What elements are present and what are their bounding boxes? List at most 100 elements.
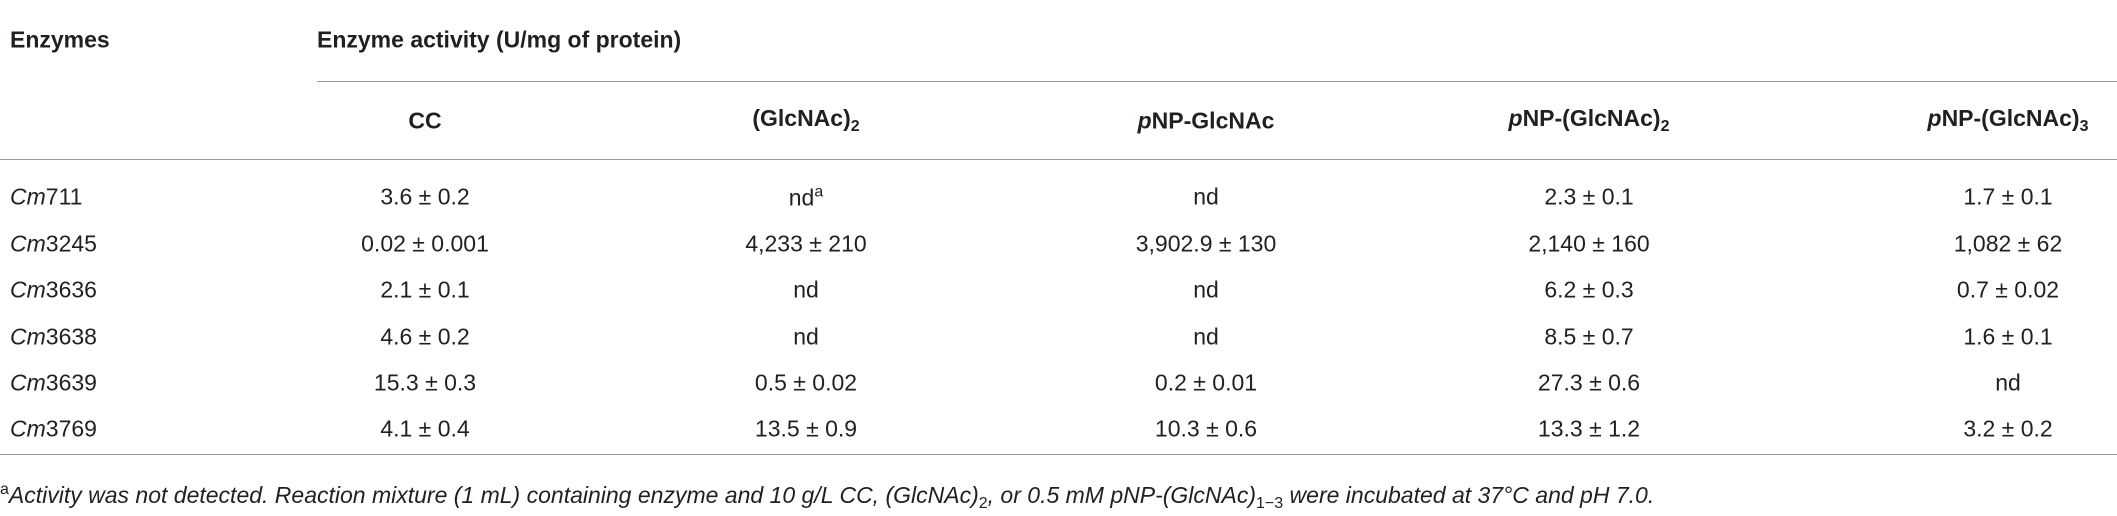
activity-cell: 10.3 ± 0.6 [1154, 415, 1258, 442]
text-segment: 2 [1660, 118, 1670, 135]
activity-cell: 1.7 ± 0.1 [1963, 183, 2053, 210]
text-segment: p [1927, 105, 1942, 131]
text-segment: 0.5 ± 0.02 [754, 369, 858, 396]
text-segment: Cm [10, 230, 46, 257]
activity-cell: 0.2 ± 0.01 [1154, 369, 1258, 396]
text-segment: NP-(GlcNAc) [1941, 105, 2080, 131]
text-segment: 1,082 ± 62 [1953, 230, 2063, 257]
text-segment: 2 [978, 495, 988, 512]
text-segment: nd [793, 323, 819, 350]
activity-cell: 15.3 ± 0.3 [373, 369, 477, 396]
activity-cell: 4.6 ± 0.2 [380, 323, 470, 350]
bottom-rule [0, 454, 2117, 455]
activity-cell: 4.1 ± 0.4 [380, 415, 470, 442]
column-header: pNP-(GlcNAc)2 [1509, 107, 1670, 135]
group-rule [317, 81, 2117, 82]
enzyme-name: Cm3636 [10, 276, 97, 303]
text-segment: 13.5 ± 0.9 [754, 415, 858, 442]
text-segment: (GlcNAc) [752, 105, 851, 131]
text-segment: Cm [10, 369, 46, 396]
text-segment: 1.7 ± 0.1 [1963, 183, 2053, 210]
text-segment: 2.3 ± 0.1 [1544, 183, 1634, 210]
column-header: (GlcNAc)2 [752, 107, 859, 135]
column-header: CC [408, 107, 442, 134]
text-segment: nd [793, 276, 819, 303]
text-segment: 0.7 ± 0.02 [1956, 276, 2060, 303]
activity-cell: 0.02 ± 0.001 [361, 230, 489, 257]
text-segment: a [814, 183, 824, 201]
header-rule [0, 159, 2117, 160]
activity-cell: 1,082 ± 62 [1953, 230, 2063, 257]
text-segment: 3769 [45, 415, 97, 442]
activity-cell: 8.5 ± 0.7 [1544, 323, 1634, 350]
text-segment: 1−3 [1256, 495, 1284, 512]
text-segment: nd [788, 184, 815, 211]
activity-cell: 2.1 ± 0.1 [380, 276, 470, 303]
footnote: aActivity was not detected. Reaction mix… [0, 482, 1654, 512]
text-segment: 4.1 ± 0.4 [380, 415, 470, 442]
activity-cell: nd [793, 276, 819, 303]
enzyme-name: Cm3638 [10, 323, 97, 350]
group-header: Enzyme activity (U/mg of protein) [317, 26, 682, 53]
text-segment: 15.3 ± 0.3 [373, 369, 477, 396]
text-segment: 2,140 ± 160 [1528, 230, 1650, 257]
text-segment: Cm [10, 183, 46, 210]
enzymes-header: Enzymes [10, 26, 110, 53]
enzyme-name: Cm711 [10, 183, 83, 210]
text-segment: 3245 [45, 230, 97, 257]
text-segment: 2.1 ± 0.1 [380, 276, 470, 303]
activity-cell: 4,233 ± 210 [745, 230, 867, 257]
text-segment: 13.3 ± 1.2 [1537, 415, 1641, 442]
activity-cell: 13.3 ± 1.2 [1537, 415, 1641, 442]
text-segment: 4,233 ± 210 [745, 230, 867, 257]
activity-cell: 3,902.9 ± 130 [1135, 230, 1277, 257]
activity-cell: 3.2 ± 0.2 [1963, 415, 2053, 442]
column-header: pNP-GlcNAc [1138, 107, 1275, 134]
text-segment: 3639 [45, 369, 97, 396]
text-segment: 10.3 ± 0.6 [1154, 415, 1258, 442]
activity-cell: 27.3 ± 0.6 [1538, 371, 1640, 395]
text-segment: 3636 [45, 276, 97, 303]
text-segment: nd [1193, 183, 1219, 210]
text-segment: Activity was not detected. Reaction mixt… [8, 482, 979, 508]
text-segment: 0.02 ± 0.001 [361, 230, 489, 257]
enzyme-name: Cm3245 [10, 230, 97, 257]
text-segment: Cm [10, 323, 46, 350]
enzyme-name: Cm3639 [10, 369, 97, 396]
text-segment: NP-GlcNAc [1151, 107, 1275, 134]
activity-cell: 2,140 ± 160 [1528, 230, 1650, 257]
text-segment: nd [1995, 369, 2021, 396]
text-segment: CC [408, 107, 442, 134]
text-segment: 3.6 ± 0.2 [380, 183, 470, 210]
text-segment: 3 [2079, 118, 2089, 135]
activity-cell: 2.3 ± 0.1 [1544, 183, 1634, 210]
text-segment: nd [1193, 323, 1219, 350]
text-segment: 3.2 ± 0.2 [1963, 415, 2053, 442]
text-segment: 4.6 ± 0.2 [380, 323, 470, 350]
activity-cell: nda [788, 183, 824, 211]
activity-cell: 6.2 ± 0.3 [1544, 276, 1634, 303]
activity-cell: 0.7 ± 0.02 [1956, 276, 2060, 303]
text-segment: 2 [850, 118, 860, 135]
activity-cell: nd [793, 323, 819, 350]
text-segment: , or 0.5 mM pNP-(GlcNAc) [987, 482, 1257, 508]
activity-cell: 3.6 ± 0.2 [380, 183, 470, 210]
text-segment: a [0, 481, 9, 498]
text-segment: 8.5 ± 0.7 [1544, 323, 1634, 350]
column-header: pNP-(GlcNAc)3 [1928, 107, 2089, 135]
activity-cell: nd [1193, 278, 1219, 302]
enzyme-name: Cm3769 [10, 415, 97, 442]
text-segment: 1.6 ± 0.1 [1963, 323, 2053, 350]
text-segment: 711 [45, 183, 83, 210]
activity-cell: 13.5 ± 0.9 [754, 415, 858, 442]
text-segment: were incubated at 37°C and pH 7.0. [1283, 482, 1655, 508]
activity-cell: nd [1193, 183, 1219, 210]
text-segment: 0.2 ± 0.01 [1154, 369, 1258, 396]
text-segment: 3,902.9 ± 130 [1135, 230, 1277, 257]
text-segment: Cm [10, 276, 46, 303]
activity-cell: 1.6 ± 0.1 [1963, 323, 2053, 350]
activity-cell: nd [1995, 369, 2021, 396]
text-segment: NP-(GlcNAc) [1522, 105, 1661, 131]
text-segment: 6.2 ± 0.3 [1544, 276, 1634, 303]
